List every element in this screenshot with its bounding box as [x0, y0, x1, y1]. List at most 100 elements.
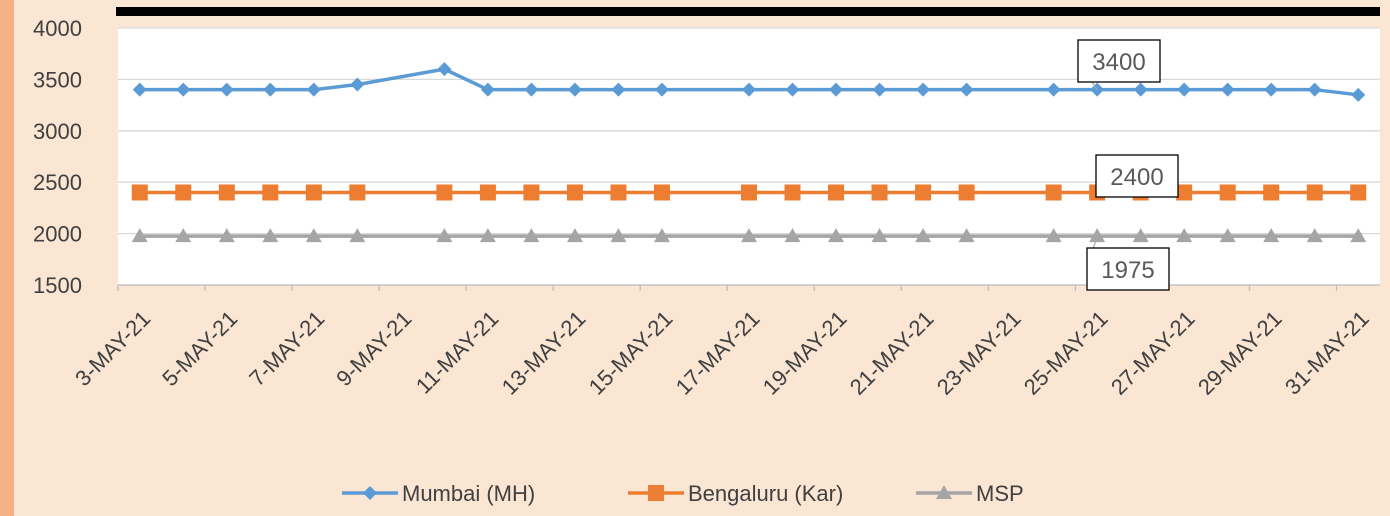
- data-point: [349, 184, 366, 201]
- data-point: [1089, 228, 1106, 243]
- data-point: [524, 82, 539, 97]
- data-point: [1133, 82, 1148, 97]
- callout-label: 3400: [1092, 49, 1145, 76]
- data-point: [1306, 184, 1323, 201]
- data-point: [1219, 184, 1236, 201]
- data-point: [916, 82, 931, 97]
- data-point: [479, 184, 496, 201]
- data-point: [958, 228, 975, 243]
- data-point: [610, 228, 627, 243]
- data-point: [175, 228, 192, 243]
- data-point: [567, 82, 582, 97]
- legend-entry: Bengaluru (Kar): [628, 481, 843, 506]
- data-point: [915, 228, 932, 243]
- callout: 1975: [1086, 235, 1170, 291]
- callout-label: 2400: [1110, 164, 1163, 191]
- cropped-title-strip: [116, 7, 1380, 16]
- data-point: [480, 82, 495, 97]
- series-line: [139, 67, 1359, 97]
- data-point: [785, 82, 800, 97]
- data-point: [523, 184, 540, 201]
- data-point: [349, 228, 366, 243]
- data-point: [1176, 228, 1193, 243]
- callout-box: [1077, 39, 1161, 83]
- data-point: [566, 228, 583, 243]
- data-callouts: 3400 2400 1975: [1077, 39, 1179, 291]
- data-point: [1045, 228, 1062, 243]
- series-diamond: [132, 62, 1366, 102]
- data-point: [959, 82, 974, 97]
- data-point: [437, 62, 452, 77]
- data-point: [653, 228, 670, 243]
- data-point: [1219, 228, 1236, 243]
- data-point: [436, 228, 453, 243]
- data-point: [1306, 228, 1323, 243]
- data-point: [1176, 184, 1193, 201]
- callout: 2400: [1095, 154, 1179, 198]
- legend-marker: [648, 485, 664, 501]
- y-tick-label: 2000: [33, 222, 82, 247]
- data-point: [1177, 82, 1192, 97]
- data-point: [653, 184, 670, 201]
- legend-entry: MSP: [916, 481, 1024, 506]
- data-point: [176, 82, 191, 97]
- data-point: [654, 82, 669, 97]
- data-point: [219, 82, 234, 97]
- data-point: [218, 184, 235, 201]
- data-point: [1351, 87, 1366, 102]
- data-point: [1350, 228, 1367, 243]
- callout-box: [1086, 247, 1170, 291]
- y-tick-label: 3000: [33, 119, 82, 144]
- data-point: [611, 82, 626, 97]
- data-point: [175, 184, 192, 201]
- left-accent-band: [0, 0, 14, 516]
- legend-marker: [363, 486, 377, 500]
- legend: Mumbai (MH) Bengaluru (Kar) MSP: [342, 481, 1024, 506]
- data-point: [1307, 82, 1322, 97]
- data-point: [131, 184, 148, 201]
- legend-label: Bengaluru (Kar): [688, 481, 843, 506]
- callout-label: 1975: [1101, 257, 1154, 284]
- y-tick-label: 4000: [33, 16, 82, 41]
- data-point: [305, 228, 322, 243]
- data-point: [872, 82, 887, 97]
- callout-box: [1095, 154, 1179, 198]
- data-point: [1045, 184, 1062, 201]
- data-point: [1220, 82, 1235, 97]
- legend-label: MSP: [976, 481, 1024, 506]
- data-point: [305, 184, 322, 201]
- data-point: [1132, 228, 1149, 243]
- data-point: [1264, 82, 1279, 97]
- data-point: [566, 184, 583, 201]
- data-point: [1263, 184, 1280, 201]
- data-point: [262, 184, 279, 201]
- series-layer: [131, 62, 1367, 243]
- data-point: [828, 184, 845, 201]
- series-square: [131, 184, 1367, 201]
- data-point: [306, 82, 321, 97]
- data-point: [742, 82, 756, 97]
- data-point: [350, 77, 365, 92]
- legend-entry: Mumbai (MH): [342, 481, 535, 506]
- data-point: [131, 228, 148, 243]
- data-point: [132, 82, 147, 97]
- data-point: [871, 184, 888, 201]
- y-axis-ticks: 1500 2000 2500 3000 3500 4000: [33, 16, 82, 298]
- data-point: [610, 184, 627, 201]
- data-point: [871, 228, 888, 243]
- y-tick-label: 3500: [33, 67, 82, 92]
- y-tick-label: 2500: [33, 170, 82, 195]
- data-point: [1263, 228, 1280, 243]
- data-point: [218, 228, 235, 243]
- data-point: [1046, 82, 1061, 97]
- legend-marker: [936, 485, 952, 499]
- series-triangle: [131, 228, 1367, 243]
- data-point: [523, 228, 540, 243]
- data-point: [263, 82, 278, 97]
- data-point: [741, 184, 757, 201]
- data-point: [741, 228, 757, 243]
- data-point: [436, 184, 453, 201]
- data-point: [784, 184, 801, 201]
- data-point: [784, 228, 801, 243]
